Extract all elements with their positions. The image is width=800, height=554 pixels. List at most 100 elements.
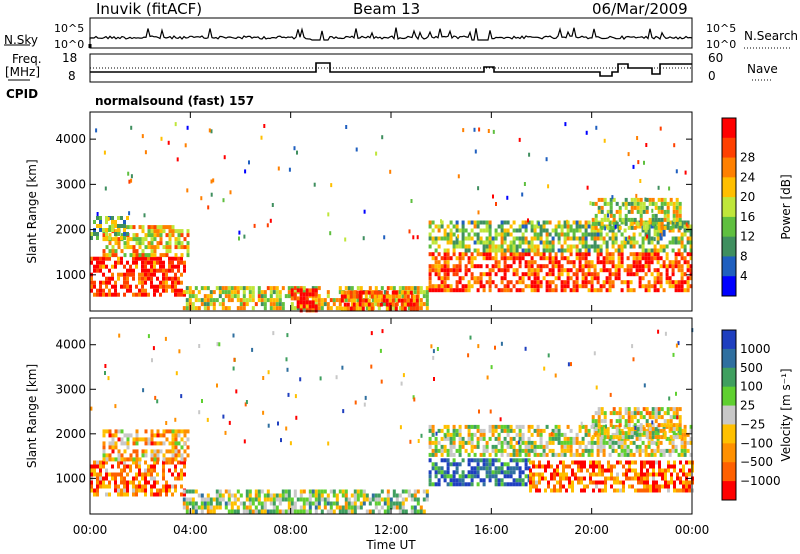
echo-cell xyxy=(227,290,231,295)
echo-cell xyxy=(611,244,615,249)
echo-cell xyxy=(437,482,441,487)
echo-cell xyxy=(210,129,213,134)
echo-cell xyxy=(120,272,123,277)
echo-cell xyxy=(639,221,643,226)
echo-cell xyxy=(440,466,444,471)
echo-cell xyxy=(639,201,643,206)
echo-cell xyxy=(500,482,504,487)
echo-cell xyxy=(385,306,389,311)
echo-cell xyxy=(596,452,600,457)
echo-cell xyxy=(401,489,405,494)
echo-cell xyxy=(497,432,501,437)
echo-cell xyxy=(335,501,339,506)
echo-cell xyxy=(99,224,102,228)
echo-cell xyxy=(156,284,159,289)
echo-cell xyxy=(645,225,649,230)
echo-cell xyxy=(656,448,660,453)
echo-cell xyxy=(395,298,399,303)
echo-cell xyxy=(266,298,270,303)
echo-cell xyxy=(581,268,585,273)
echo-cell xyxy=(602,260,606,265)
echo-cell xyxy=(449,256,453,261)
echo-cell xyxy=(618,205,622,210)
echo-cell xyxy=(551,248,555,253)
echo-cell xyxy=(102,280,105,285)
echo-cell xyxy=(412,298,416,303)
echo-cell xyxy=(230,493,234,498)
echo-cell xyxy=(602,256,606,261)
echo-cell xyxy=(515,432,519,437)
echo-cell xyxy=(584,220,588,225)
echo-cell xyxy=(153,233,157,238)
echo-cell xyxy=(302,300,306,305)
echo-cell xyxy=(643,460,646,465)
echo-cell xyxy=(683,436,687,441)
echo-cell xyxy=(191,509,195,514)
echo-cell xyxy=(686,252,690,257)
echo-cell xyxy=(682,472,685,477)
echo-cell xyxy=(491,470,495,475)
echo-cell xyxy=(643,488,646,493)
echo-cell xyxy=(99,460,102,465)
echo-cell xyxy=(503,252,507,257)
echo-cell xyxy=(689,436,693,441)
echo-cell xyxy=(629,264,633,269)
echo-cell xyxy=(102,484,105,489)
echo-cell xyxy=(257,294,261,299)
echo-cell xyxy=(197,298,201,303)
echo-cell xyxy=(619,460,622,465)
echo-cell xyxy=(194,286,198,291)
echo-cell xyxy=(373,298,377,303)
echo-cell xyxy=(503,228,507,233)
echo-cell xyxy=(641,252,645,257)
echo-cell xyxy=(467,470,471,475)
echo-cell xyxy=(536,268,540,273)
echo-cell xyxy=(509,436,513,441)
echo-cell xyxy=(428,272,432,277)
echo-cell xyxy=(644,256,648,261)
echo-cell xyxy=(96,288,99,293)
echo-cell xyxy=(615,435,619,440)
echo-cell xyxy=(566,424,570,429)
echo-cell xyxy=(323,489,327,494)
echo-cell xyxy=(120,492,123,497)
echo-cell xyxy=(581,252,585,257)
echo-cell xyxy=(548,284,552,289)
echo-cell xyxy=(653,244,657,249)
echo-cell xyxy=(449,462,453,467)
echo-cell xyxy=(488,466,492,471)
echo-cell xyxy=(503,288,507,293)
echo-cell xyxy=(518,436,522,441)
echo-cell xyxy=(506,470,510,475)
echo-cell xyxy=(377,306,381,311)
echo-cell xyxy=(102,476,105,481)
echo-cell xyxy=(151,358,153,363)
echo-cell xyxy=(443,458,447,463)
echo-cell xyxy=(485,240,489,245)
echo-cell xyxy=(642,431,646,436)
echo-cell xyxy=(153,449,157,454)
echo-cell xyxy=(488,288,492,293)
echo-cell xyxy=(461,232,465,237)
echo-cell xyxy=(373,290,377,295)
echo-cell xyxy=(470,260,474,265)
echo-cell xyxy=(180,468,183,473)
echo-cell xyxy=(171,457,175,462)
echo-cell xyxy=(614,248,618,253)
echo-cell xyxy=(562,472,565,477)
echo-cell xyxy=(394,290,398,295)
echo-cell xyxy=(102,453,106,458)
echo-cell xyxy=(482,478,486,483)
echo-cell xyxy=(409,306,413,311)
echo-cell xyxy=(129,288,132,293)
echo-cell xyxy=(177,276,180,281)
echo-cell xyxy=(402,373,405,378)
echo-cell xyxy=(443,444,447,449)
echo-cell xyxy=(383,497,387,502)
echo-cell xyxy=(584,432,588,437)
echo-cell xyxy=(529,484,532,489)
echo-cell xyxy=(574,472,577,477)
echo-cell xyxy=(102,233,106,238)
echo-cell xyxy=(141,292,144,297)
echo-cell xyxy=(649,484,652,489)
